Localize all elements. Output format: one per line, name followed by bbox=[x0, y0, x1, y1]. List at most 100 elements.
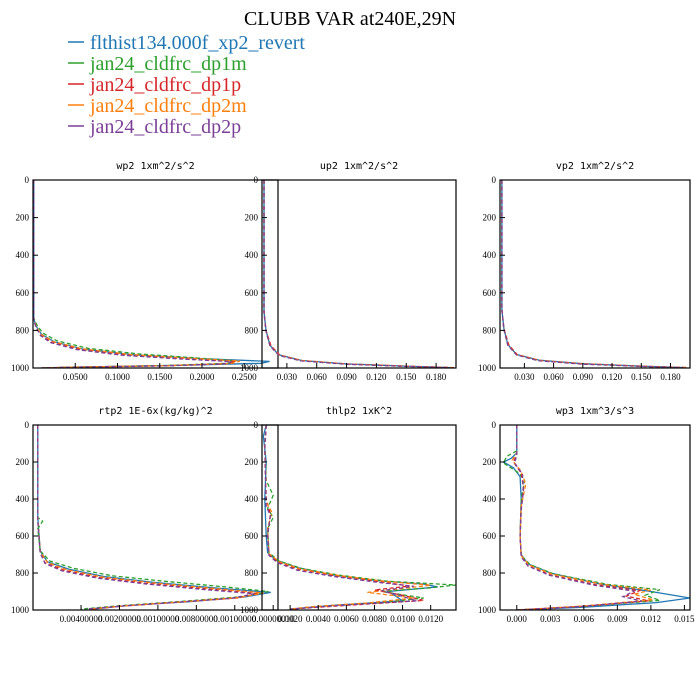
y-tick-label: 800 bbox=[483, 568, 497, 578]
series-line bbox=[264, 425, 431, 610]
series-lines bbox=[37, 425, 271, 610]
x-tick-label: 0.003 bbox=[540, 614, 561, 624]
panel-0: wp2 1xm^2/s^2 0 200 400 600 800 1000 0.0500 0.10… bbox=[11, 161, 279, 382]
x-tick-label: 0.0500 bbox=[63, 372, 88, 382]
legend: flthist134.000f_xp2_revert jan24_cldfrc_d… bbox=[68, 32, 305, 138]
y-tick-label: 0 bbox=[254, 420, 259, 430]
series-line bbox=[501, 180, 686, 368]
y-tick-label: 400 bbox=[245, 494, 259, 504]
plot-frame bbox=[261, 424, 457, 611]
panel-title: up2 1xm^2/s^2 bbox=[320, 161, 398, 172]
series-line bbox=[511, 425, 654, 610]
x-tick-label: 0.00100000 bbox=[213, 614, 256, 624]
x-tick-label: 0.006 bbox=[574, 614, 595, 624]
series-line bbox=[513, 425, 643, 610]
y-tick-label: 1000 bbox=[240, 363, 259, 373]
series-lines bbox=[501, 425, 690, 610]
legend-label: jan24_cldfrc_dp2m bbox=[89, 95, 247, 117]
x-tick-label: 0.090 bbox=[336, 372, 357, 382]
panel-title: thlp2 1xK^2 bbox=[326, 406, 392, 417]
panel-title: rtp2 1E-6x(kg/kg)^2 bbox=[98, 406, 212, 417]
legend-label: jan24_cldfrc_dp1p bbox=[89, 74, 241, 96]
x-tick-label: 0.0060 bbox=[334, 614, 359, 624]
y-tick-label: 1000 bbox=[11, 363, 30, 373]
x-tick-label: 0.0100 bbox=[390, 614, 415, 624]
series-line bbox=[502, 425, 661, 610]
y-tick-label: 1000 bbox=[478, 363, 497, 373]
y-tick-label: 400 bbox=[483, 494, 497, 504]
x-tick-label: 0.090 bbox=[573, 372, 594, 382]
x-tick-label: 0.2500 bbox=[232, 372, 257, 382]
panel-title: wp2 1xm^2/s^2 bbox=[116, 161, 194, 172]
y-tick-label: 600 bbox=[16, 288, 30, 298]
plot-frame bbox=[32, 424, 279, 611]
series-line bbox=[263, 180, 450, 368]
plot-frame bbox=[499, 424, 691, 611]
x-tick-label: 0.060 bbox=[307, 372, 328, 382]
y-tick-label: 0 bbox=[492, 175, 497, 185]
y-tick-label: 400 bbox=[483, 250, 497, 260]
series-line bbox=[33, 180, 236, 368]
panel-4: thlp2 1xK^2 0 200 400 600 800 1000 0.0020 0.0040… bbox=[240, 406, 457, 624]
plot-frame bbox=[261, 179, 457, 369]
x-tick-label: 0.00400000 bbox=[60, 614, 103, 624]
x-tick-label: 0.00200000 bbox=[98, 614, 141, 624]
series-line bbox=[263, 180, 453, 368]
series-line bbox=[33, 180, 236, 368]
x-tick-label: 0.00800000 bbox=[175, 614, 218, 624]
y-tick-label: 0 bbox=[492, 420, 497, 430]
y-tick-label: 200 bbox=[483, 457, 497, 467]
y-tick-label: 800 bbox=[16, 325, 30, 335]
x-tick-label: 0.012 bbox=[641, 614, 661, 624]
figure-title: CLUBB VAR at240E,29N bbox=[244, 8, 456, 30]
x-tick-label: 0.030 bbox=[514, 372, 535, 382]
x-tick-label: 0.2000 bbox=[190, 372, 215, 382]
panel-5: wp3 1xm^3/s^3 0 200 400 600 800 1000 0.000 0.003… bbox=[478, 406, 695, 624]
series-line bbox=[501, 180, 684, 368]
series-line bbox=[263, 180, 455, 368]
y-tick-label: 400 bbox=[16, 250, 30, 260]
series-line bbox=[264, 425, 456, 610]
legend-label: flthist134.000f_xp2_revert bbox=[90, 32, 305, 54]
y-tick-label: 600 bbox=[16, 531, 30, 541]
y-tick-label: 600 bbox=[483, 531, 497, 541]
y-tick-label: 0 bbox=[25, 420, 30, 430]
panel-title: wp3 1xm^3/s^3 bbox=[556, 406, 634, 417]
series-line bbox=[264, 425, 424, 610]
series-line bbox=[263, 180, 452, 368]
y-tick-label: 200 bbox=[245, 457, 259, 467]
y-tick-label: 800 bbox=[483, 325, 497, 335]
y-tick-label: 0 bbox=[254, 175, 259, 185]
y-tick-label: 800 bbox=[245, 568, 259, 578]
series-line bbox=[37, 425, 255, 610]
y-tick-label: 200 bbox=[245, 213, 259, 223]
x-tick-label: 0.120 bbox=[366, 372, 387, 382]
y-tick-label: 200 bbox=[483, 213, 497, 223]
legend-label: jan24_cldfrc_dp2p bbox=[89, 116, 241, 138]
y-tick-label: 800 bbox=[16, 568, 30, 578]
x-tick-label: 0.120 bbox=[602, 372, 623, 382]
x-tick-label: 0.0020 bbox=[278, 614, 303, 624]
y-tick-label: 1000 bbox=[240, 605, 259, 615]
plot-frame bbox=[499, 179, 691, 369]
series-line bbox=[501, 180, 681, 368]
series-line bbox=[512, 425, 649, 610]
x-tick-label: 0.0040 bbox=[306, 614, 331, 624]
series-line bbox=[33, 180, 270, 368]
x-tick-label: 0.00000010 bbox=[252, 614, 295, 624]
panel-1: up2 1xm^2/s^2 0 200 400 600 800 1000 0.030 0.060… bbox=[240, 161, 457, 382]
y-tick-label: 1000 bbox=[11, 605, 30, 615]
series-line bbox=[501, 180, 687, 368]
x-tick-label: 0.015 bbox=[674, 614, 695, 624]
x-tick-label: 0.060 bbox=[543, 372, 564, 382]
series-line bbox=[37, 425, 271, 610]
x-tick-label: 0.150 bbox=[396, 372, 417, 382]
x-tick-label: 0.180 bbox=[426, 372, 447, 382]
y-tick-label: 600 bbox=[245, 288, 259, 298]
y-tick-label: 400 bbox=[16, 494, 30, 504]
plot-frame bbox=[32, 179, 279, 369]
y-tick-label: 600 bbox=[245, 531, 259, 541]
y-tick-label: 1000 bbox=[478, 605, 497, 615]
series-lines bbox=[262, 425, 456, 610]
